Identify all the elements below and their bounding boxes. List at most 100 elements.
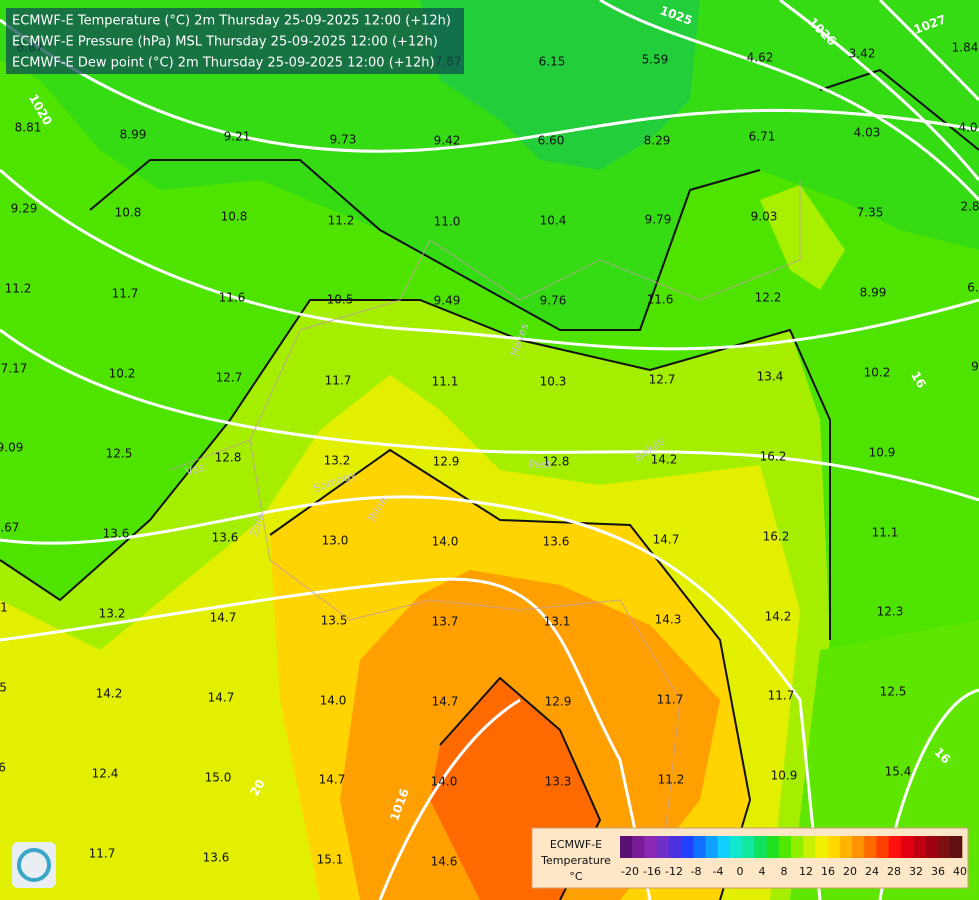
value-label: 14.2 [96,687,123,701]
colorbar-tick-label: -4 [713,865,724,878]
borders [169,180,801,881]
value-label: 13.4 [757,370,784,384]
isobar [599,0,979,202]
border [249,439,681,881]
colorbar-swatch [937,836,951,858]
colorbar-swatch [925,836,938,858]
isobar [0,18,979,153]
value-label: 13.3 [545,775,572,789]
colorbar-tick-label: 24 [865,865,879,878]
value-label: 1.84 [952,41,979,55]
value-label: 9.79 [645,213,672,227]
isobar [0,495,822,900]
value-label: 3.42 [849,47,876,61]
value-label: 6. [967,281,978,295]
colorbar-tick-label: 16 [821,865,835,878]
field-cool [0,0,979,330]
value-label: 15.1 [317,853,344,867]
value-label: 8.99 [860,286,887,300]
value-label: 14.2 [651,453,678,467]
value-label: 13.2 [324,454,351,468]
colorbar-swatch [839,836,853,858]
value-label: 12.9 [433,455,460,469]
colorbar-tick-label: 4 [759,865,766,878]
border [169,180,801,471]
value-label: 9.49 [434,294,461,308]
header-box [6,8,464,74]
value-label: 11.2 [328,214,355,228]
value-label: 13.6 [543,535,570,549]
colorbar-swatch [717,836,731,858]
value-label: 12.8 [543,455,570,469]
value-label: 16.2 [760,450,787,464]
value-label: 12.8 [215,451,242,465]
field-warm-patch [760,185,845,290]
value-label: 15.0 [205,771,232,785]
colorbar-swatch [766,836,780,858]
value-label: 9.42 [434,134,461,148]
value-label: 14.2 [765,610,792,624]
value-label: 13.5 [321,614,348,628]
value-label: 10.8 [115,206,142,220]
value-label: 12.5 [106,447,133,461]
colorbar-swatch [644,836,657,858]
colorbar-swatch [681,836,694,858]
value-label: 14.6 [431,855,458,869]
contour [269,448,752,900]
value-label: 11.7 [657,693,684,707]
value-label: 1 [0,601,8,615]
isobar [0,168,979,351]
value-label: 14.0 [432,535,459,549]
value-label: 14.7 [653,533,680,547]
value-label: 9.29 [11,202,38,216]
colorbar-tick-label: 12 [799,865,813,878]
value-label: 3.67 [0,521,19,535]
value-label: 13.2 [99,607,126,621]
header-line: ECMWF-E Temperature (°C) 2m Thursday 25-… [12,14,451,29]
value-label: 12.9 [545,695,572,709]
value-label: 10.2 [109,367,136,381]
value-label: 10.9 [771,769,798,783]
value-label: 12.4 [92,767,119,781]
temperature-contours [0,68,979,900]
colorbar-swatch [888,836,902,858]
value-label: 10.5 [327,293,354,307]
value-label: 10.9 [869,446,896,460]
field-cold [420,0,700,170]
colorbar-swatch [656,836,670,858]
value-label: 5.59 [642,53,669,67]
value-label: 14.7 [210,611,237,625]
colorbar-swatch [705,836,719,858]
colorbar-swatch [864,836,877,858]
value-label: 9.09 [0,441,23,455]
colorbar-tick-label: -16 [643,865,661,878]
value-label: 16.2 [763,530,790,544]
value-label: 10.8 [221,210,248,224]
colorbar-tick-label: -12 [665,865,683,878]
value-label: 11.7 [112,287,139,301]
value-label: 12.7 [216,371,243,385]
colorbar-swatch [791,836,804,858]
value-label: 14.7 [208,691,235,705]
value-label: 7.17 [1,362,28,376]
colorbar-tick-label: 32 [909,865,923,878]
value-label: 12.7 [649,373,676,387]
value-label: 4.03 [854,126,881,140]
colorbar: -20 -16 -12 -8 -4 0 4 8 12 16 20 24 28 32 36 40 [620,836,967,878]
colorbar-tick-label: -8 [691,865,702,878]
value-label: 13.6 [103,527,130,541]
value-label: 14.3 [655,613,682,627]
isobar [0,328,979,502]
value-label: 9.21 [224,130,251,144]
value-label: 7.35 [857,206,884,220]
value-label: 13.6 [203,851,230,865]
value-label: 11.7 [768,689,795,703]
value-label: 11.6 [647,293,674,307]
colorbar-swatch [632,836,645,858]
value-label: 10.3 [540,375,567,389]
value-label: 6.15 [539,55,566,69]
isobar [878,0,979,102]
colorbar-swatch [827,836,841,858]
value-label: 11.2 [658,773,685,787]
value-label: 11.1 [872,526,899,540]
